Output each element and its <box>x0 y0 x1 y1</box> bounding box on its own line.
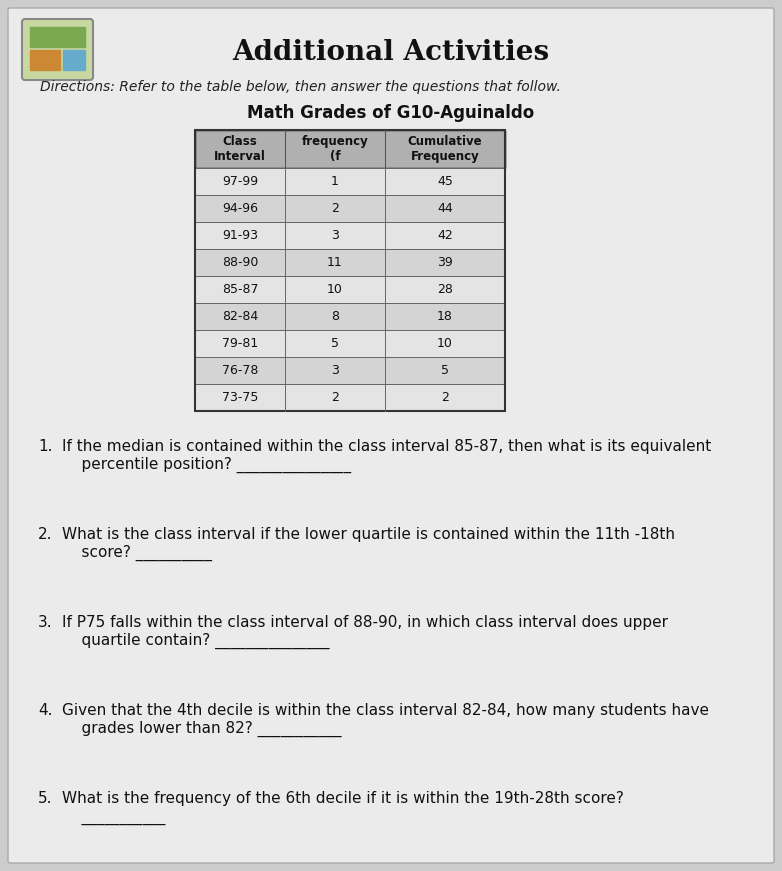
Text: 10: 10 <box>327 283 343 296</box>
Text: What is the frequency of the 6th decile if it is within the 19th-28th score?
   : What is the frequency of the 6th decile … <box>62 791 624 825</box>
Text: 2: 2 <box>331 391 339 404</box>
Text: Additional Activities: Additional Activities <box>232 38 550 65</box>
FancyBboxPatch shape <box>195 195 505 222</box>
Text: 3: 3 <box>331 364 339 377</box>
Bar <box>30 50 60 70</box>
Text: 4.: 4. <box>38 703 52 718</box>
Text: 44: 44 <box>437 202 453 215</box>
FancyBboxPatch shape <box>195 130 505 168</box>
Text: 3: 3 <box>331 229 339 242</box>
Text: 2.: 2. <box>38 527 52 542</box>
FancyBboxPatch shape <box>195 384 505 411</box>
Text: 85-87: 85-87 <box>222 283 258 296</box>
Text: If the median is contained within the class interval 85-87, then what is its equ: If the median is contained within the cl… <box>62 439 712 473</box>
Text: 5.: 5. <box>38 791 52 806</box>
Text: 2: 2 <box>441 391 449 404</box>
Text: 79-81: 79-81 <box>222 337 258 350</box>
Text: Cumulative
Frequency: Cumulative Frequency <box>407 135 482 163</box>
Text: 8: 8 <box>331 310 339 323</box>
Text: 5: 5 <box>441 364 449 377</box>
Bar <box>63 50 85 70</box>
Text: Directions: Refer to the table below, then answer the questions that follow.: Directions: Refer to the table below, th… <box>40 80 561 94</box>
FancyBboxPatch shape <box>195 357 505 384</box>
FancyBboxPatch shape <box>195 168 505 195</box>
Text: Given that the 4th decile is within the class interval 82-84, how many students : Given that the 4th decile is within the … <box>62 703 709 737</box>
Text: 94-96: 94-96 <box>222 202 258 215</box>
Text: 91-93: 91-93 <box>222 229 258 242</box>
Text: 18: 18 <box>437 310 453 323</box>
FancyBboxPatch shape <box>195 276 505 303</box>
Text: 39: 39 <box>437 256 453 269</box>
Text: 1.: 1. <box>38 439 52 454</box>
Text: 88-90: 88-90 <box>222 256 258 269</box>
Text: If P75 falls within the class interval of 88-90, in which class interval does up: If P75 falls within the class interval o… <box>62 615 668 649</box>
Text: What is the class interval if the lower quartile is contained within the 11th -1: What is the class interval if the lower … <box>62 527 675 561</box>
Text: Class
Interval: Class Interval <box>214 135 266 163</box>
FancyBboxPatch shape <box>22 19 93 80</box>
Text: 3.: 3. <box>38 615 52 630</box>
FancyBboxPatch shape <box>195 222 505 249</box>
Text: 76-78: 76-78 <box>222 364 258 377</box>
Text: 5: 5 <box>331 337 339 350</box>
Text: 11: 11 <box>327 256 343 269</box>
Text: 97-99: 97-99 <box>222 175 258 188</box>
FancyBboxPatch shape <box>8 8 774 863</box>
Text: Math Grades of G10-Aguinaldo: Math Grades of G10-Aguinaldo <box>247 104 535 122</box>
Text: 45: 45 <box>437 175 453 188</box>
FancyBboxPatch shape <box>195 303 505 330</box>
FancyBboxPatch shape <box>195 330 505 357</box>
Bar <box>30 27 85 47</box>
Text: 73-75: 73-75 <box>222 391 258 404</box>
FancyBboxPatch shape <box>195 249 505 276</box>
Text: frequency
(f: frequency (f <box>302 135 368 163</box>
Text: 42: 42 <box>437 229 453 242</box>
Text: 10: 10 <box>437 337 453 350</box>
Text: 1: 1 <box>331 175 339 188</box>
Text: 28: 28 <box>437 283 453 296</box>
Text: 2: 2 <box>331 202 339 215</box>
Text: 82-84: 82-84 <box>222 310 258 323</box>
